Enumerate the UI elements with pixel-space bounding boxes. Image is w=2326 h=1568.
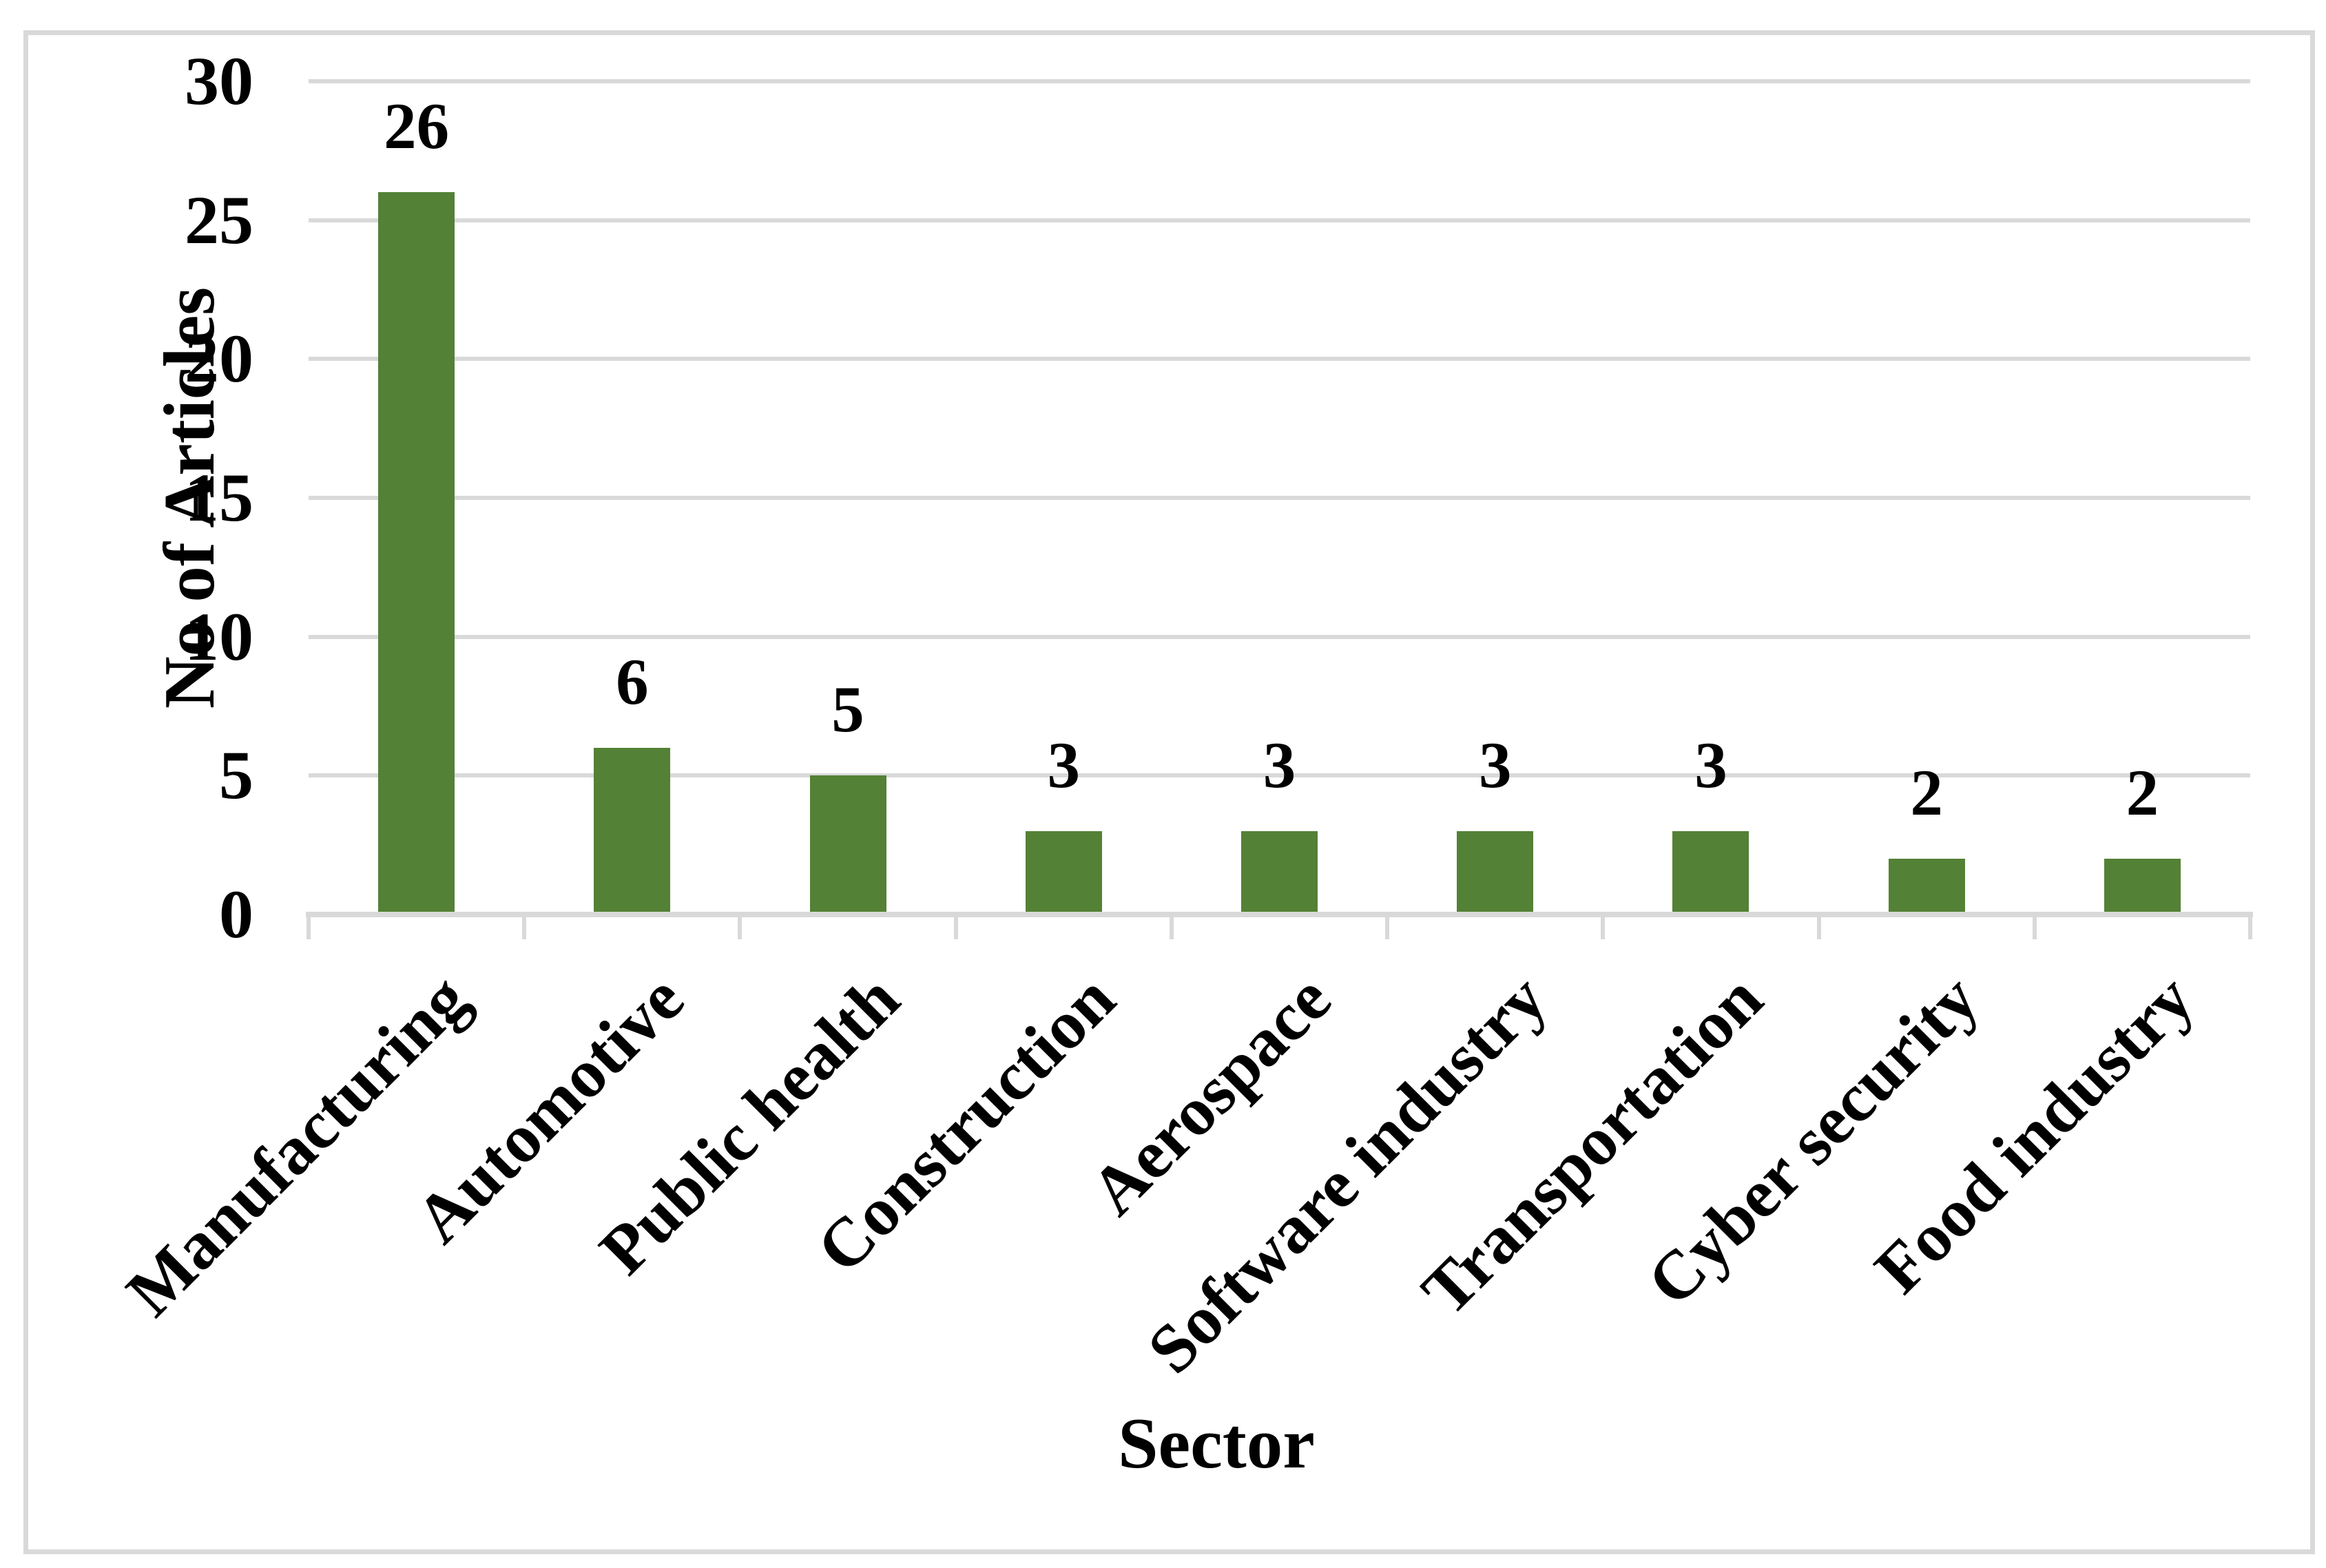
bar bbox=[1457, 831, 1534, 912]
x-axis-tick bbox=[1601, 912, 1606, 939]
data-label: 2 bbox=[2126, 756, 2159, 830]
gridline bbox=[309, 634, 2250, 639]
x-axis-tick bbox=[1816, 912, 1821, 939]
y-tick-label: 20 bbox=[185, 320, 253, 397]
bar bbox=[809, 775, 886, 912]
data-label: 5 bbox=[831, 673, 864, 746]
bar bbox=[594, 748, 671, 912]
gridline bbox=[309, 773, 2250, 778]
bar bbox=[2104, 859, 2181, 912]
bar bbox=[1672, 831, 1749, 912]
x-axis-tick bbox=[1169, 912, 1174, 939]
gridline bbox=[309, 218, 2250, 222]
y-tick-label: 25 bbox=[185, 181, 253, 258]
data-label: 3 bbox=[1478, 729, 1512, 802]
bar bbox=[378, 192, 455, 912]
x-axis-tick bbox=[307, 912, 311, 939]
y-tick-label: 30 bbox=[185, 43, 253, 119]
bar bbox=[1025, 831, 1102, 912]
x-axis-tick bbox=[2248, 912, 2252, 939]
x-axis-tick bbox=[1385, 912, 1390, 939]
x-axis-tick bbox=[953, 912, 958, 939]
gridline bbox=[309, 357, 2250, 362]
bar bbox=[1241, 831, 1318, 912]
x-axis-tick bbox=[738, 912, 743, 939]
data-label: 3 bbox=[1694, 729, 1727, 802]
x-axis-tick bbox=[522, 912, 527, 939]
y-tick-label: 10 bbox=[185, 598, 253, 675]
x-axis-title: Sector bbox=[1118, 1403, 1315, 1483]
data-label: 2 bbox=[1910, 756, 1943, 830]
y-tick-label: 5 bbox=[219, 737, 253, 814]
x-axis-line bbox=[306, 912, 2253, 917]
y-tick-label: 0 bbox=[219, 876, 253, 952]
x-axis-tick bbox=[2032, 912, 2037, 939]
gridline bbox=[309, 496, 2250, 500]
chart-outer-frame bbox=[23, 30, 2315, 1554]
data-label: 3 bbox=[1047, 729, 1081, 802]
bar bbox=[1888, 859, 1965, 912]
gridline bbox=[309, 79, 2250, 83]
data-label: 6 bbox=[616, 645, 649, 718]
data-label: 26 bbox=[384, 90, 450, 163]
y-tick-label: 15 bbox=[185, 459, 253, 536]
data-label: 3 bbox=[1263, 729, 1296, 802]
